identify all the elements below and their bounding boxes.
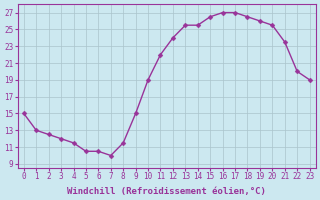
- X-axis label: Windchill (Refroidissement éolien,°C): Windchill (Refroidissement éolien,°C): [67, 187, 266, 196]
